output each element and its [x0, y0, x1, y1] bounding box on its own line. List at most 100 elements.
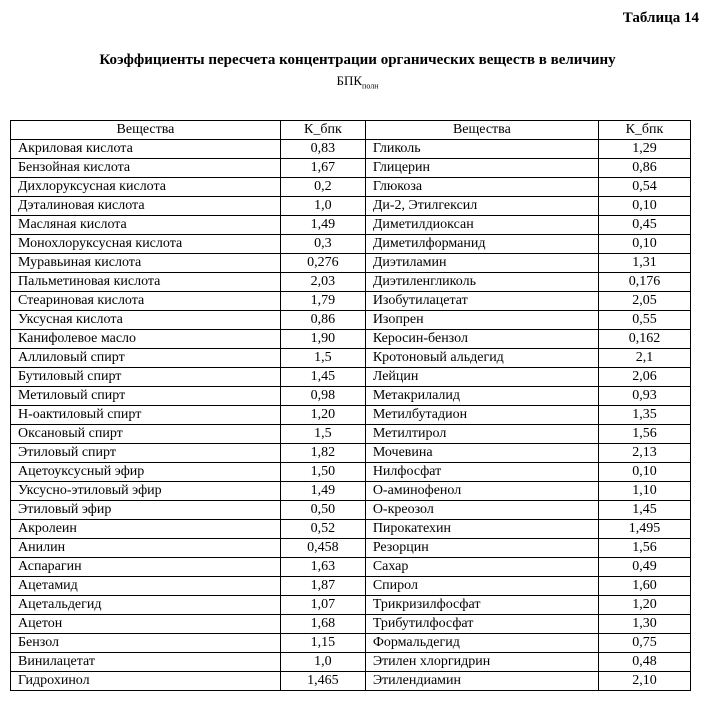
cell-coefficient-left: 1,79 — [279, 291, 366, 311]
cell-substance-left: Ацетальдегид — [10, 595, 281, 615]
cell-substance-right: О-аминофенол — [364, 481, 599, 501]
cell-substance-left: Анилин — [10, 538, 281, 558]
header-coefficient-right: К_бпк — [597, 120, 692, 140]
table-row: Акролеин 0,52 Пирокатехин 1,495 — [10, 519, 692, 539]
subtitle-main: БПК — [336, 73, 363, 88]
cell-coefficient-left: 1,465 — [279, 671, 366, 691]
subtitle-subscript: полн — [362, 81, 379, 91]
cell-substance-right: Формальдегид — [364, 633, 599, 653]
cell-coefficient-left: 1,0 — [279, 652, 366, 672]
cell-coefficient-left: 1,07 — [279, 595, 366, 615]
cell-coefficient-right: 0,10 — [597, 234, 692, 254]
table-row: Анилин 0,458 Резорцин 1,56 — [10, 538, 692, 558]
cell-coefficient-right: 1,29 — [597, 139, 692, 159]
header-substance-left: Вещества — [10, 120, 281, 140]
cell-substance-right: Трибутилфосфат — [364, 614, 599, 634]
cell-substance-left: Канифолевое масло — [10, 329, 281, 349]
cell-coefficient-left: 1,5 — [279, 348, 366, 368]
cell-coefficient-right: 1,35 — [597, 405, 692, 425]
cell-coefficient-right: 2,1 — [597, 348, 692, 368]
cell-coefficient-right: 0,49 — [597, 557, 692, 577]
table-row: Этиловый спирт 1,82 Мочевина 2,13 — [10, 443, 692, 463]
cell-coefficient-left: 1,49 — [279, 215, 366, 235]
cell-substance-right: Диметилдиоксан — [364, 215, 599, 235]
cell-substance-left: Дихлоруксусная кислота — [10, 177, 281, 197]
cell-substance-left: Монохлоруксусная кислота — [10, 234, 281, 254]
cell-coefficient-right: 2,10 — [597, 671, 692, 691]
cell-coefficient-right: 1,31 — [597, 253, 692, 273]
table-row: Ацетамид 1,87 Спирол 1,60 — [10, 576, 692, 596]
cell-coefficient-right: 1,30 — [597, 614, 692, 634]
cell-substance-left: Аспарагин — [10, 557, 281, 577]
cell-substance-left: Уксусная кислота — [10, 310, 281, 330]
table-row: Канифолевое масло 1,90 Керосин-бензол 0,162 — [10, 329, 692, 349]
table-row: Винилацетат 1,0 Этилен хлоргидрин 0,48 — [10, 652, 692, 672]
cell-coefficient-left: 2,03 — [279, 272, 366, 292]
cell-coefficient-left: 0,276 — [279, 253, 366, 273]
cell-coefficient-right: 1,60 — [597, 576, 692, 596]
cell-coefficient-left: 0,2 — [279, 177, 366, 197]
table-row: Гидрохинол 1,465 Этилендиамин 2,10 — [10, 671, 692, 691]
table-row: Бензол 1,15 Формальдегид 0,75 — [10, 633, 692, 653]
cell-substance-left: Аллиловый спирт — [10, 348, 281, 368]
cell-substance-left: Дэталиновая кислота — [10, 196, 281, 216]
cell-substance-right: Диэтиленгликоль — [364, 272, 599, 292]
cell-substance-left: Н-оактиловый спирт — [10, 405, 281, 425]
cell-substance-right: Керосин-бензол — [364, 329, 599, 349]
table-row: Стеариновая кислота 1,79 Изобутилацетат 2,0… — [10, 291, 692, 311]
cell-substance-right: Спирол — [364, 576, 599, 596]
document-subtitle: БПКполн — [0, 73, 715, 91]
cell-coefficient-right: 1,10 — [597, 481, 692, 501]
table-row: Ацетон 1,68 Трибутилфосфат 1,30 — [10, 614, 692, 634]
cell-coefficient-left: 0,50 — [279, 500, 366, 520]
cell-coefficient-right: 0,10 — [597, 462, 692, 482]
table-row: Уксусно-этиловый эфир 1,49 О-аминофенол 1,1… — [10, 481, 692, 501]
cell-coefficient-right: 2,05 — [597, 291, 692, 311]
cell-coefficient-left: 1,90 — [279, 329, 366, 349]
cell-substance-right: Нилфосфат — [364, 462, 599, 482]
cell-substance-right: Гликоль — [364, 139, 599, 159]
cell-coefficient-left: 0,98 — [279, 386, 366, 406]
cell-substance-right: Метакрилалид — [364, 386, 599, 406]
cell-coefficient-right: 0,86 — [597, 158, 692, 178]
cell-coefficient-left: 1,87 — [279, 576, 366, 596]
cell-coefficient-left: 1,63 — [279, 557, 366, 577]
table-row: Масляная кислота 1,49 Диметилдиоксан 0,45 — [10, 215, 692, 235]
cell-coefficient-left: 1,68 — [279, 614, 366, 634]
cell-coefficient-left: 0,86 — [279, 310, 366, 330]
cell-substance-right: Диэтиламин — [364, 253, 599, 273]
cell-substance-left: Масляная кислота — [10, 215, 281, 235]
cell-coefficient-right: 0,48 — [597, 652, 692, 672]
cell-substance-right: Резорцин — [364, 538, 599, 558]
cell-coefficient-left: 1,15 — [279, 633, 366, 653]
cell-substance-left: Этиловый спирт — [10, 443, 281, 463]
cell-substance-right: Лейцин — [364, 367, 599, 387]
table-row: Н-оактиловый спирт 1,20 Метилбутадион 1,35 — [10, 405, 692, 425]
cell-substance-right: Глюкоза — [364, 177, 599, 197]
cell-substance-left: Муравьиная кислота — [10, 253, 281, 273]
table-row: Этиловый эфир 0,50 О-креозол 1,45 — [10, 500, 692, 520]
cell-substance-left: Пальметиновая кислота — [10, 272, 281, 292]
cell-coefficient-left: 1,20 — [279, 405, 366, 425]
document-title: Коэффициенты пересчета концентрации орга… — [99, 52, 616, 68]
table-row: Бензойная кислота 1,67 Глицерин 0,86 — [10, 158, 692, 178]
cell-coefficient-right: 0,10 — [597, 196, 692, 216]
cell-substance-left: Ацетамид — [10, 576, 281, 596]
cell-coefficient-right: 0,54 — [597, 177, 692, 197]
cell-substance-left: Этиловый эфир — [10, 500, 281, 520]
cell-substance-left: Акриловая кислота — [10, 139, 281, 159]
table-row: Бутиловый спирт 1,45 Лейцин 2,06 — [10, 367, 692, 387]
cell-coefficient-right: 0,162 — [597, 329, 692, 349]
cell-coefficient-right: 2,13 — [597, 443, 692, 463]
table-body: Акриловая кислота 0,83 Гликоль 1,29 Бензойна… — [10, 139, 692, 691]
cell-coefficient-left: 1,50 — [279, 462, 366, 482]
cell-substance-right: Трикризилфосфат — [364, 595, 599, 615]
cell-coefficient-right: 0,55 — [597, 310, 692, 330]
cell-substance-right: Глицерин — [364, 158, 599, 178]
cell-coefficient-right: 1,45 — [597, 500, 692, 520]
cell-coefficient-left: 0,52 — [279, 519, 366, 539]
table-row: Акриловая кислота 0,83 Гликоль 1,29 — [10, 139, 692, 159]
table-number: Таблица 14 — [622, 10, 699, 26]
cell-substance-left: Уксусно-этиловый эфир — [10, 481, 281, 501]
cell-substance-right: Ди-2, Этилгексил — [364, 196, 599, 216]
